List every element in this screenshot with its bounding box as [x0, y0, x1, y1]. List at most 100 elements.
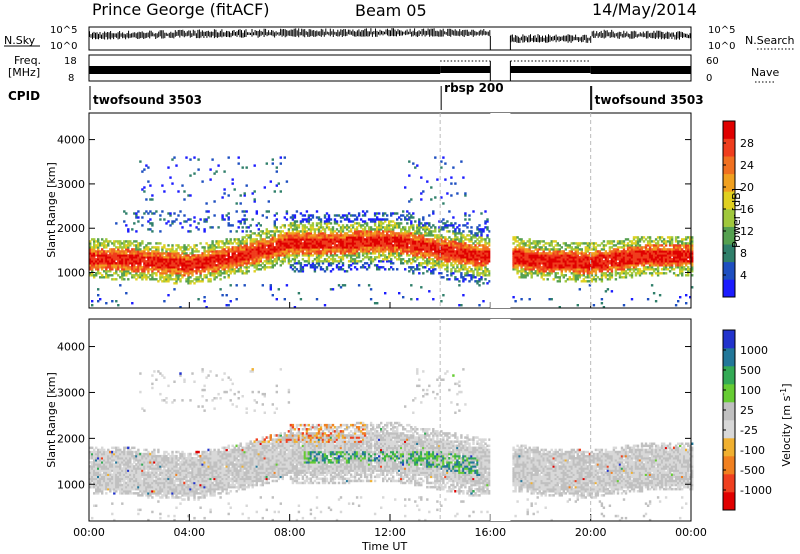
- heatmap-cell: [339, 268, 343, 271]
- heatmap-cell: [221, 260, 224, 263]
- heatmap-cell: [582, 252, 585, 255]
- heatmap-cell: [111, 300, 114, 303]
- heatmap-cell: [359, 250, 363, 253]
- heatmap-cell: [275, 260, 278, 263]
- heatmap-cell: [482, 272, 485, 275]
- heatmap-cell: [157, 242, 160, 245]
- heatmap-cell: [169, 224, 172, 227]
- heatmap-cell: [542, 278, 545, 281]
- heatmap-cell: [233, 260, 236, 263]
- heatmap-cell: [480, 228, 483, 231]
- heatmap-cell: [388, 252, 391, 255]
- heatmap-cell: [452, 250, 455, 253]
- heatmap-cell: [207, 252, 210, 255]
- heatmap-cell: [438, 230, 441, 233]
- heatmap-cell: [283, 252, 286, 255]
- heatmap-cell: [219, 254, 222, 257]
- heatmap-cell: [293, 228, 297, 231]
- heatmap-cell: [263, 186, 266, 189]
- heatmap-cell: [99, 256, 102, 259]
- heatmap-cell: [480, 252, 483, 255]
- heatmap-cell: [221, 264, 224, 267]
- heatmap-cell: [165, 222, 168, 225]
- heatmap-cell: [470, 258, 473, 261]
- heatmap-cell: [341, 252, 345, 255]
- heatmap-cell: [167, 264, 170, 267]
- heatmap-cell: [293, 226, 297, 229]
- heatmap-cell: [418, 232, 421, 235]
- heatmap-cell: [297, 292, 301, 295]
- heatmap-cell: [235, 238, 238, 241]
- heatmap-cell: [446, 274, 449, 277]
- heatmap-cell: [382, 258, 385, 261]
- heatmap-cell: [610, 272, 614, 275]
- heatmap-cell: [373, 214, 377, 217]
- heatmap-cell: [105, 270, 108, 273]
- heatmap-cell: [562, 276, 565, 279]
- heatmap-cell: [195, 272, 198, 275]
- heatmap-cell: [534, 244, 537, 247]
- heatmap-cell: [458, 258, 461, 261]
- heatmap-cell: [378, 228, 381, 231]
- heatmap-cell: [361, 230, 365, 233]
- heatmap-cell: [271, 230, 274, 233]
- heatmap-cell: [572, 264, 575, 267]
- heatmap-cell: [378, 240, 381, 243]
- heatmap-cell: [622, 250, 626, 253]
- heatmap-cell: [321, 252, 325, 255]
- heatmap-cell: [412, 260, 415, 263]
- heatmap-cell: [590, 270, 594, 273]
- heatmap-cell: [123, 274, 126, 277]
- heatmap-cell: [528, 244, 531, 247]
- heatmap-cell: [600, 256, 604, 259]
- heatmap-cell: [273, 240, 276, 243]
- heatmap-cell: [646, 248, 650, 251]
- heatmap-cell: [105, 246, 108, 249]
- heatmap-cell: [111, 248, 114, 251]
- heatmap-cell: [434, 254, 437, 257]
- heatmap-cell: [207, 254, 210, 257]
- heatmap-cell: [365, 248, 369, 251]
- heatmap-cell: [137, 276, 140, 279]
- heatmap-cell: [253, 266, 256, 269]
- heatmap-cell: [436, 238, 439, 241]
- heatmap-cell: [231, 262, 234, 265]
- heatmap-cell: [339, 228, 343, 231]
- heatmap-cell: [125, 274, 128, 277]
- heatmap-cell: [321, 262, 325, 265]
- heatmap-cell: [229, 260, 232, 263]
- heatmap-cell: [319, 252, 323, 255]
- heatmap-cell: [315, 248, 319, 251]
- heatmap-cell: [235, 256, 238, 259]
- heatmap-cell: [333, 246, 337, 249]
- heatmap-cell: [341, 258, 345, 261]
- heatmap-cell: [309, 236, 313, 239]
- heatmap-cell: [578, 252, 581, 255]
- heatmap-cell: [472, 276, 475, 279]
- heatmap-cell: [462, 258, 465, 261]
- heatmap-cell: [608, 256, 612, 259]
- heatmap-cell: [432, 224, 435, 227]
- heatmap-cell: [101, 254, 104, 257]
- heatmap-cell: [345, 240, 349, 243]
- heatmap-cell: [261, 242, 264, 245]
- heatmap-cell: [642, 268, 646, 271]
- heatmap-cell: [650, 284, 654, 287]
- heatmap-cell: [626, 250, 630, 253]
- heatmap-cell: [600, 266, 604, 269]
- heatmap-cell: [466, 252, 469, 255]
- heatmap-cell: [241, 246, 244, 249]
- heatmap-cell: [388, 228, 391, 231]
- heatmap-cell: [466, 274, 469, 277]
- heatmap-cell: [95, 240, 98, 243]
- heatmap-cell: [608, 250, 612, 253]
- heatmap-cell: [454, 256, 457, 259]
- heatmap-cell: [392, 220, 395, 223]
- heatmap-cell: [448, 252, 451, 255]
- heatmap-cell: [392, 240, 395, 243]
- heatmap-cell: [345, 242, 349, 245]
- heatmap-cell: [604, 266, 608, 269]
- heatmap-cell: [369, 262, 373, 265]
- cpid-label: CPID: [8, 89, 40, 103]
- heatmap-cell: [378, 250, 381, 253]
